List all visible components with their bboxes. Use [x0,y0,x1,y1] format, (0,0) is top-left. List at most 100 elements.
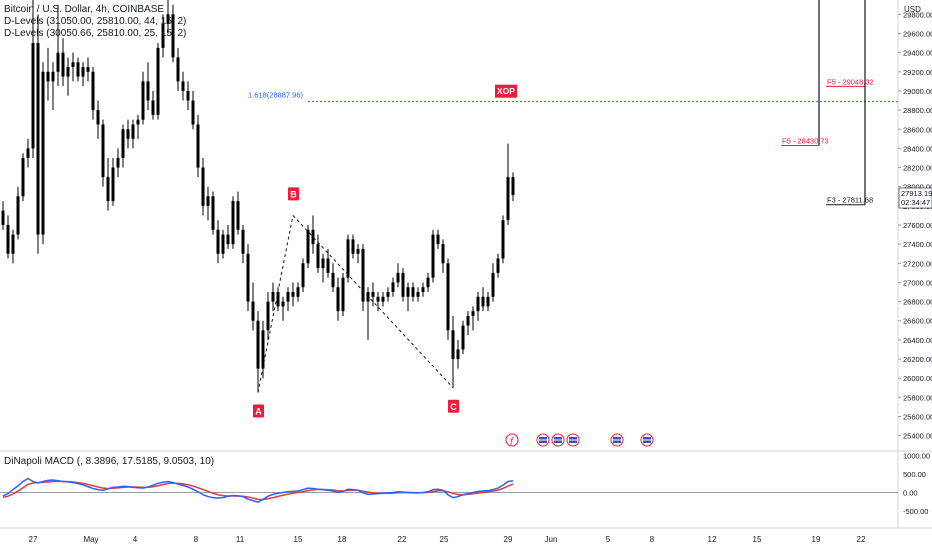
candle-body [56,52,60,72]
price-tick-label: 28400.00 [903,144,932,153]
time-axis-label: 5 [606,535,611,544]
candle-body [216,229,220,254]
candle-body [86,67,90,72]
time-axis-label: 22 [398,535,407,544]
time-axis-label: Jun [545,535,558,544]
candle-body [46,71,50,82]
candle-body [51,71,55,82]
candle-body [66,67,70,77]
candle-body [151,100,155,115]
time-axis-label: 12 [708,535,717,544]
candle-body [96,110,100,125]
candle-body [466,315,470,326]
economic-event-flag-icon [536,433,550,447]
candle-body [276,292,280,307]
price-tick-label: 26000.00 [903,374,932,383]
candle-body [236,201,240,230]
candle-body [101,124,105,178]
candle-body [166,14,170,24]
time-axis-label: 27 [29,535,38,544]
candle-body [486,296,490,307]
candle-body [156,47,160,115]
price-tick-label: 28200.00 [903,164,932,173]
candle-body [356,248,360,254]
time-axis-label: 22 [857,535,866,544]
pattern-badge-label: B [290,189,297,199]
price-tick-label: 26600.00 [903,317,932,326]
candle-body [436,234,440,245]
candle-body [296,287,300,297]
candle-body [81,67,85,77]
candle-body [271,292,275,302]
candle-body [201,167,205,206]
candle-body [391,282,395,293]
candle-body [301,263,305,288]
candle-body [316,244,320,269]
candle-body [441,244,445,264]
candle-body [351,239,355,254]
time-axis-label: 19 [812,535,821,544]
candle-body [361,248,365,302]
candle-body [251,301,255,321]
price-tick-label: 25600.00 [903,412,932,421]
pattern-badge-b [288,187,299,201]
candle-body [226,234,230,245]
dlevel-label: F3 - 27811.68 [827,196,873,205]
candle-body [161,23,165,48]
time-axis-label: 4 [133,535,138,544]
pattern-badge-c [448,399,459,413]
macd-tick-label: 500.00 [903,470,926,479]
candle-body [421,287,425,293]
last-price-label: 27913.19 [901,189,932,198]
candle-body [231,201,235,245]
candle-body [76,62,80,77]
dlevel-label: F5 - 29048.32 [827,77,874,86]
candle-body [411,287,415,297]
candle-body [306,229,310,264]
candle-body [346,239,350,278]
candle-body [31,43,35,149]
candle-body [431,234,435,278]
time-axis-label: 25 [440,535,449,544]
price-tick-label: 27400.00 [903,240,932,249]
candle-body [261,330,265,369]
candle-body [371,292,375,297]
candle-body [1,210,5,225]
pattern-leg-ab [257,215,294,393]
price-tick-label: 26800.00 [903,298,932,307]
candle-body [136,119,140,125]
legend-symbol: Bitcoin / U.S. Dollar, 4h, COINBASE [4,4,165,15]
candle-body [126,129,130,139]
price-tick-label: 25800.00 [903,393,932,402]
macd-tick-label: -500.00 [903,507,928,516]
legend-dlevels-2: D-Levels (30050.66, 25810.00, 25, 15, 2) [4,28,187,39]
pattern-badge-a [253,404,264,418]
price-tick-label: 26400.00 [903,336,932,345]
time-axis-label: 11 [236,535,245,544]
candle-body [281,301,285,307]
candle-body [511,177,515,196]
price-tick-label: 29000.00 [903,87,932,96]
candle-body [406,287,410,297]
candle-body [471,311,475,316]
price-tick-label: 25400.00 [903,432,932,441]
candle-body [476,296,480,312]
candle-body [426,277,430,288]
time-axis-label: 18 [338,535,347,544]
legend-macd: DiNapoli MACD (, 8.3896, 17.5185, 9.0503… [4,456,215,467]
candle-body [131,124,135,139]
candle-body [221,234,225,254]
candle-body [176,57,180,82]
candle-body [461,325,465,350]
price-tick-label: 29200.00 [903,68,932,77]
candle-body [196,124,200,168]
candle-body [171,14,175,58]
candle-body [71,62,75,68]
macd-tick-label: 1000.00 [903,452,930,461]
xop-badge [495,84,517,98]
candle-body [16,196,20,235]
candle-body [386,292,390,297]
dividend-event-icon [505,433,519,447]
